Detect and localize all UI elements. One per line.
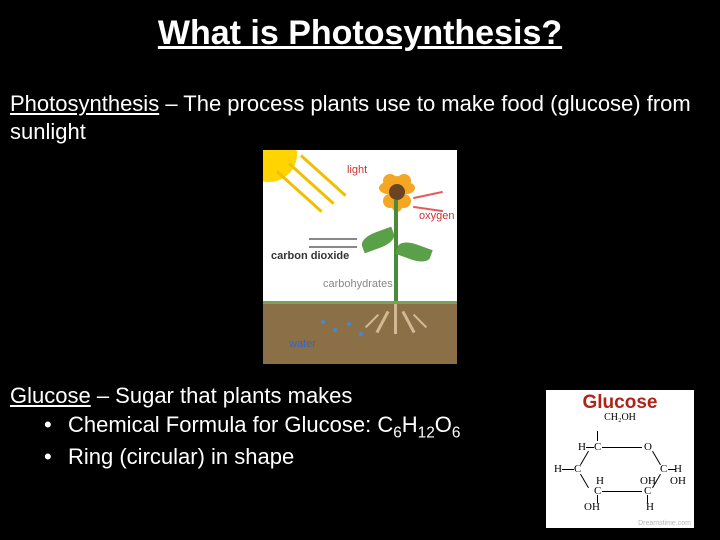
bond-line (597, 431, 598, 441)
oxygen-arrow-icon (413, 191, 443, 199)
co2-arrow-icon (309, 246, 357, 248)
atom-c: C (660, 463, 667, 475)
glucose-subtitle: CH₂OH (546, 412, 694, 423)
bond-line (668, 469, 676, 470)
bullet-shape: Ring (circular) in shape (44, 443, 570, 472)
atom-h: H (578, 441, 586, 453)
co2-label: carbon dioxide (271, 250, 349, 262)
atom-oh: OH (670, 475, 686, 487)
bullet-formula: Chemical Formula for Glucose: C6H12O6 (44, 411, 570, 443)
water-dot-icon (359, 332, 363, 336)
bond-line (602, 491, 642, 492)
definition2-text: – Sugar that plants makes (91, 383, 353, 408)
term-photosynthesis: Photosynthesis (10, 91, 159, 116)
light-ray (300, 154, 347, 196)
bullet-list: Chemical Formula for Glucose: C6H12O6 Ri… (10, 411, 570, 472)
term-glucose: Glucose (10, 383, 91, 408)
atom-o: O (644, 441, 652, 453)
water-dot-icon (321, 320, 325, 324)
formula-sub: 6 (393, 424, 402, 441)
oxygen-label: oxygen (419, 210, 454, 222)
plant-diagram: light oxygen carbon dioxide carbohydrate… (263, 150, 457, 364)
light-ray (288, 162, 335, 204)
atom-oh: H (554, 463, 562, 475)
formula-h: H (402, 412, 418, 437)
bond-line (647, 495, 648, 503)
glucose-title: Glucose (546, 390, 694, 414)
atom-oh: OH (640, 475, 656, 487)
bond-line (586, 447, 594, 448)
image-credit: Dreamstime.com (638, 520, 691, 527)
glucose-ring: C O C C C C H H H OH OH H H OH (546, 423, 694, 521)
atom-c: C (594, 441, 601, 453)
formula-sub: 12 (418, 424, 435, 441)
leaf-icon (359, 227, 396, 254)
bond-line (597, 495, 598, 503)
formula-sub: 6 (452, 424, 461, 441)
glucose-definition: Glucose – Sugar that plants makes Chemic… (10, 382, 570, 472)
slide-title: What is Photosynthesis? (0, 0, 720, 53)
water-dot-icon (333, 328, 337, 332)
formula-prefix: Chemical Formula for Glucose: C (68, 412, 393, 437)
light-ray (276, 170, 323, 212)
light-label: light (347, 164, 367, 176)
water-dot-icon (347, 322, 351, 326)
water-label: water (289, 338, 316, 350)
atom-h: H (596, 475, 604, 487)
glucose-structure-diagram: Glucose CH₂OH C O C C C C H H H OH OH H … (546, 390, 694, 528)
bond-line (562, 469, 574, 470)
photosynthesis-definition: Photosynthesis – The process plants use … (10, 90, 710, 145)
root-icon (394, 304, 397, 334)
co2-arrow-icon (309, 238, 357, 240)
flower-center-icon (389, 184, 405, 200)
carb-label: carbohydrates (323, 278, 393, 290)
leaf-icon (395, 239, 432, 266)
formula-o: O (435, 412, 452, 437)
bond-line (580, 474, 589, 488)
bond-line (602, 447, 642, 448)
